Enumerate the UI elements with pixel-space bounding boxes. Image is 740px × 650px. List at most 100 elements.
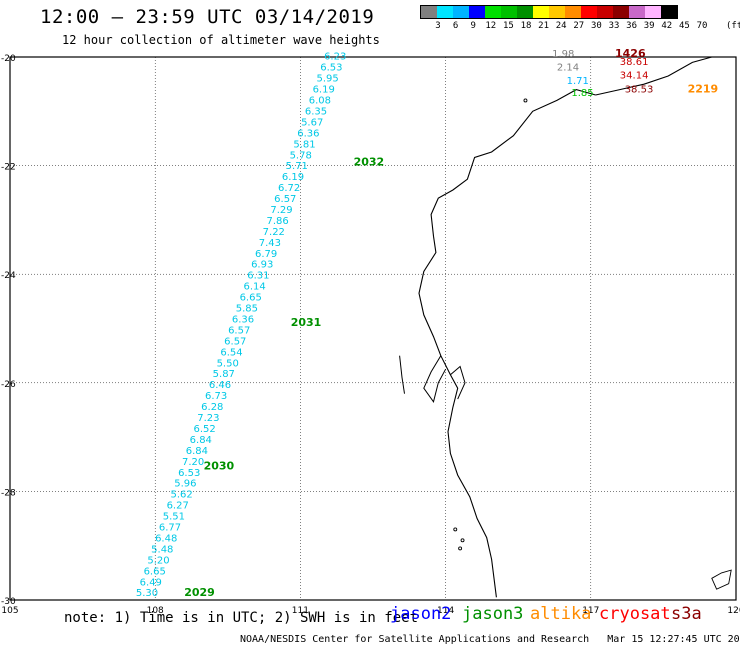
x-tick-label: 108 [147,606,164,616]
color-swatch [501,6,517,18]
swh-value: 7.20 [182,457,204,468]
swh-value: 6.65 [240,293,262,304]
swh-value: 6.57 [224,336,246,347]
island [460,538,465,543]
swh-value: 5.96 [174,479,196,490]
swh-value: 6.36 [232,315,254,326]
color-swatch [469,6,485,18]
swh-value: 6.53 [320,63,342,74]
color-scale-label: 3 [435,21,441,31]
swh-value: 6.93 [251,260,273,271]
swh-value: 6.52 [193,424,215,435]
swh-value: 5.95 [316,74,338,85]
swh-value: 7.22 [263,227,285,238]
swh-value: 38.61 [620,57,649,68]
island [458,546,463,551]
swh-value: 6.53 [178,468,200,479]
swh-value: 6.46 [209,380,231,391]
swh-value: 6.36 [297,128,319,139]
swh-value: 5.50 [217,358,239,369]
swh-value: 7.23 [197,413,219,424]
swh-value: 7.86 [266,216,288,227]
pass-time-label: 2031 [291,316,322,329]
swh-value: 1426 [615,47,646,60]
x-tick-label: 114 [437,606,454,616]
color-swatch [421,6,437,18]
peninsula [423,355,447,403]
x-tick-label: 120 [727,606,740,616]
swh-value: 2219 [688,82,719,95]
swh-value: 5.87 [213,369,235,380]
color-swatch [613,6,629,18]
color-scale-bar [420,5,678,19]
swh-value: 6.35 [305,107,327,118]
swh-value: 6.48 [155,534,177,545]
color-swatch [565,6,581,18]
color-swatch [485,6,501,18]
y-tick-label: -20 [1,54,16,64]
legend-item-jason2: jason2 [390,604,452,624]
color-scale-label: 12 [485,21,497,31]
swh-value: 38.53 [625,84,654,95]
swh-value: 5.62 [170,490,192,501]
y-tick-label: -28 [1,488,16,498]
color-swatch [437,6,453,18]
swh-value: 6.08 [309,96,331,107]
swh-value: 6.23 [324,52,346,63]
y-tick-label: -24 [1,271,16,281]
swh-value: 6.77 [159,523,181,534]
island [399,355,405,394]
footer-credit: NOAA/NESDIS Center for Satellite Applica… [240,634,740,645]
color-scale-label: 36 [626,21,638,31]
x-tick-label: 117 [582,606,599,616]
swh-value: 6.31 [247,271,269,282]
chart-subtitle: 12 hour collection of altimeter wave hei… [62,33,380,47]
swh-value: 1.71 [567,76,589,87]
color-scale-label: 9 [470,21,476,31]
color-swatch [517,6,533,18]
color-scale-label: 45 [678,21,690,31]
map-frame [9,56,737,601]
color-scale: 3 6 9 12 15 18 21 24 27 30 33 36 39 42 45 70 [420,5,707,31]
color-scale-labels: 3 6 9 12 15 18 21 24 27 30 33 36 39 42 45 70 [420,21,740,33]
color-scale-label: 18 [520,21,532,31]
color-swatch [629,6,645,18]
swh-value: 6.84 [186,446,208,457]
color-swatch [645,6,661,18]
chart-title: 12:00 – 23:59 UTC 03/14/2019 [40,6,375,28]
color-scale-label: 15 [502,21,514,31]
color-scale-label: 70 [696,21,708,31]
legend-item-s3a: s3a [671,604,702,624]
coastline [418,89,596,598]
swh-value: 6.14 [243,282,265,293]
color-swatch [597,6,613,18]
swh-value: 6.54 [220,347,242,358]
swh-value: 5.30 [136,588,158,599]
swh-value: 7.43 [259,238,281,249]
swh-value: 5.67 [301,117,323,128]
swh-value: 5.71 [286,161,308,172]
swh-value: 6.84 [190,435,212,446]
color-scale-label: 27 [573,21,585,31]
swh-value: 6.28 [201,402,223,413]
swh-value: 6.65 [144,566,166,577]
x-tick-label: 105 [1,606,18,616]
pass-time-label: 2029 [184,586,215,599]
color-scale-label: 33 [608,21,620,31]
swh-value: 6.27 [167,501,189,512]
coastline-north [595,56,712,96]
swh-value: 6.19 [313,85,335,96]
swh-value: 6.19 [282,172,304,183]
swh-value: 6.49 [140,577,162,588]
island [453,527,458,532]
color-scale-unit: (ft) [726,21,740,31]
footer-note: note: 1) Time is in UTC; 2) SWH is in fe… [64,610,419,626]
swh-value: 1.85 [571,88,593,99]
peninsula [450,365,466,400]
swh-value: 6.72 [278,183,300,194]
swh-value: 2.14 [557,63,579,74]
color-scale-label: 30 [590,21,602,31]
swh-value: 7.29 [270,205,292,216]
swh-value: 6.79 [255,249,277,260]
